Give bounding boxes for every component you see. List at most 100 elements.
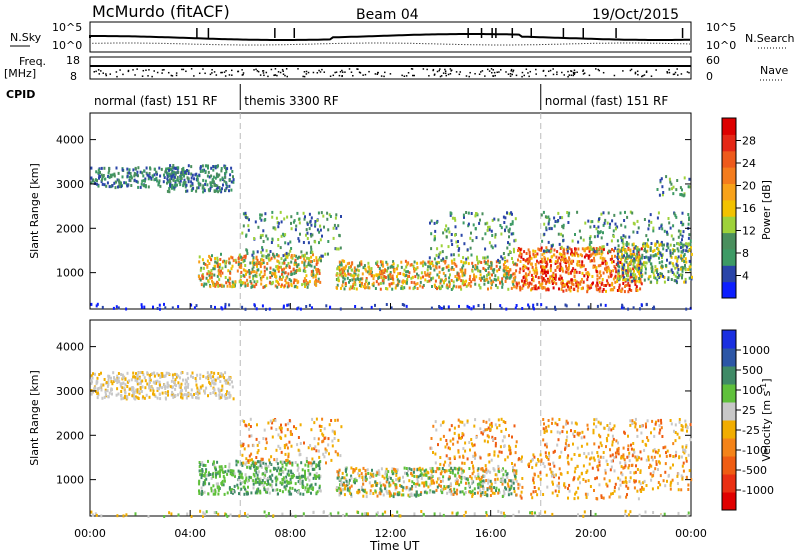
range-cell [451,216,454,220]
range-cell [482,479,485,483]
range-cell [265,249,268,253]
range-cell [452,286,454,290]
range-cell [283,284,286,288]
range-cell [423,469,426,473]
range-cell [422,275,424,279]
range-cell [286,472,289,476]
range-cell [274,269,277,273]
range-cell [385,489,388,493]
range-cell [391,514,394,518]
range-cell [398,514,401,518]
range-cell [479,494,482,498]
range-cell [467,481,470,485]
range-cell [308,227,311,231]
range-cell [644,244,647,248]
nave-point [161,69,164,71]
range-cell [240,266,243,269]
range-cell [331,439,334,443]
nave-point [105,73,107,75]
nave-point [132,69,134,71]
range-cell [262,285,265,289]
range-cell [163,176,166,179]
range-cell [457,272,460,276]
range-cell [318,241,320,245]
range-cell [199,165,202,169]
range-cell [476,468,479,472]
range-cell [96,302,99,306]
range-cell [274,227,277,231]
range-cell [583,255,586,259]
range-cell [133,390,136,394]
nave-point [613,74,616,77]
range-cell [353,469,356,473]
nave-point [163,68,165,71]
range-cell [484,222,487,226]
range-cell [430,306,433,310]
range-cell [614,222,617,226]
range-cell [258,482,261,486]
range-cell [303,257,306,261]
range-cell [633,257,636,261]
range-cell [189,392,192,396]
range-cell [475,212,478,215]
range-cell [576,289,579,293]
range-cell [680,254,683,258]
range-cell [416,287,419,290]
range-cell [280,257,283,261]
nave-point [273,74,275,77]
range-cell [481,479,484,483]
range-cell [128,379,131,383]
range-cell [206,375,209,379]
nave-point [198,72,201,75]
range-cell [687,242,690,246]
range-cell [511,257,513,260]
range-cell [504,480,507,484]
range-cell [224,470,227,474]
range-cell [240,283,242,287]
range-cell [434,279,437,283]
range-cell [495,489,497,493]
range-cell [248,434,251,438]
range-cell [523,279,526,283]
nave-point [319,71,322,73]
nave-point [323,71,326,73]
range-cell [115,393,118,397]
range-cell [457,248,460,252]
range-cell [309,219,312,223]
range-cell [158,179,161,183]
range-cell [604,284,607,287]
range-cell [385,287,387,290]
freq-unit-label: [MHz] [4,67,36,80]
range-cell [478,277,481,280]
range-cell [250,452,253,456]
range-cell [100,178,103,182]
range-cell [290,270,293,274]
range-cell [279,435,282,439]
range-cell [228,257,231,261]
range-cell [287,469,290,473]
range-cell [545,260,548,264]
range-cell [134,397,137,401]
range-cell [367,261,370,265]
range-cell [629,510,632,514]
range-cell [390,306,393,310]
range-cell [343,266,346,270]
range-cell [380,489,383,493]
range-cell [148,381,151,384]
range-cell [670,278,673,281]
range-cell [409,493,412,497]
range-cell [434,237,436,241]
range-cell [476,255,478,259]
range-cell [464,268,467,272]
range-cell [241,442,244,446]
range-cell [277,433,280,437]
nave-point [318,69,320,72]
range-cell [355,467,358,471]
range-cell [100,166,103,170]
range-cell [689,263,692,267]
range-cell [614,274,617,278]
range-cell [486,255,489,259]
range-cell [105,184,108,188]
range-cell [167,371,170,375]
range-cell [216,484,219,488]
